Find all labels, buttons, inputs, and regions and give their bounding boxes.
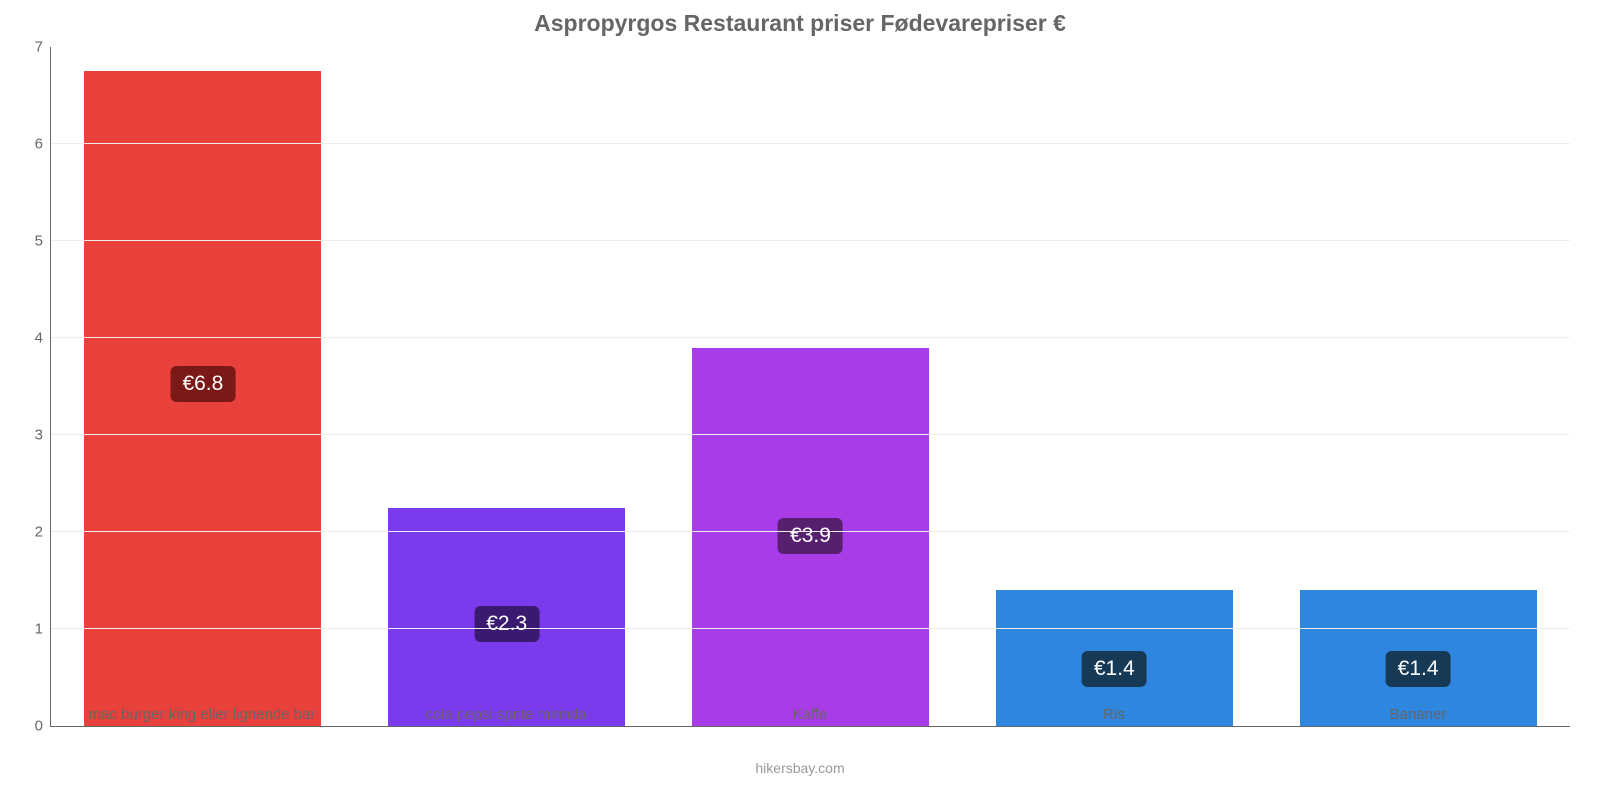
chart-title: Aspropyrgos Restaurant priser Fødevarepr… [0,0,1600,37]
bar-slot: €2.3 [355,47,659,726]
x-axis-labels: mac burger king eller lignende barcola p… [50,706,1570,723]
chart-plot-wrap: €6.8€2.3€3.9€1.4€1.4 01234567 [50,47,1570,727]
bar: €2.3 [388,508,625,726]
plot-area: €6.8€2.3€3.9€1.4€1.4 01234567 [50,47,1570,727]
value-badge: €6.8 [170,366,235,402]
bars-row: €6.8 €2.3 €3.9 €1.4 €1.4 [51,47,1570,726]
value-badge: €1.4 [1386,651,1451,687]
value-badge: €1.4 [1082,651,1147,687]
bar-slot: €1.4 [1266,47,1570,726]
gridline [51,337,1570,338]
gridline [51,628,1570,629]
y-tick-label: 3 [35,427,51,444]
y-tick-label: 4 [35,330,51,347]
chart-credit: hikersbay.com [0,760,1600,776]
y-tick-label: 1 [35,621,51,638]
x-axis-label: cola pepsi sprite mirinda [354,706,658,723]
y-tick-label: 0 [35,718,51,735]
gridline [51,531,1570,532]
y-tick-label: 5 [35,233,51,250]
y-tick-label: 6 [35,136,51,153]
value-badge: €3.9 [778,518,843,554]
gridline [51,240,1570,241]
bar: €3.9 [692,348,929,726]
x-axis-label: Ris [962,706,1266,723]
x-axis-label: Bananer [1266,706,1570,723]
gridline [51,143,1570,144]
y-tick-label: 2 [35,524,51,541]
y-tick-label: 7 [35,39,51,56]
bar-slot: €6.8 [51,47,355,726]
x-axis-label: mac burger king eller lignende bar [50,706,354,723]
bar-slot: €3.9 [659,47,963,726]
x-axis-label: Kaffe [658,706,962,723]
bar-slot: €1.4 [962,47,1266,726]
gridline [51,434,1570,435]
value-badge: €2.3 [474,606,539,642]
